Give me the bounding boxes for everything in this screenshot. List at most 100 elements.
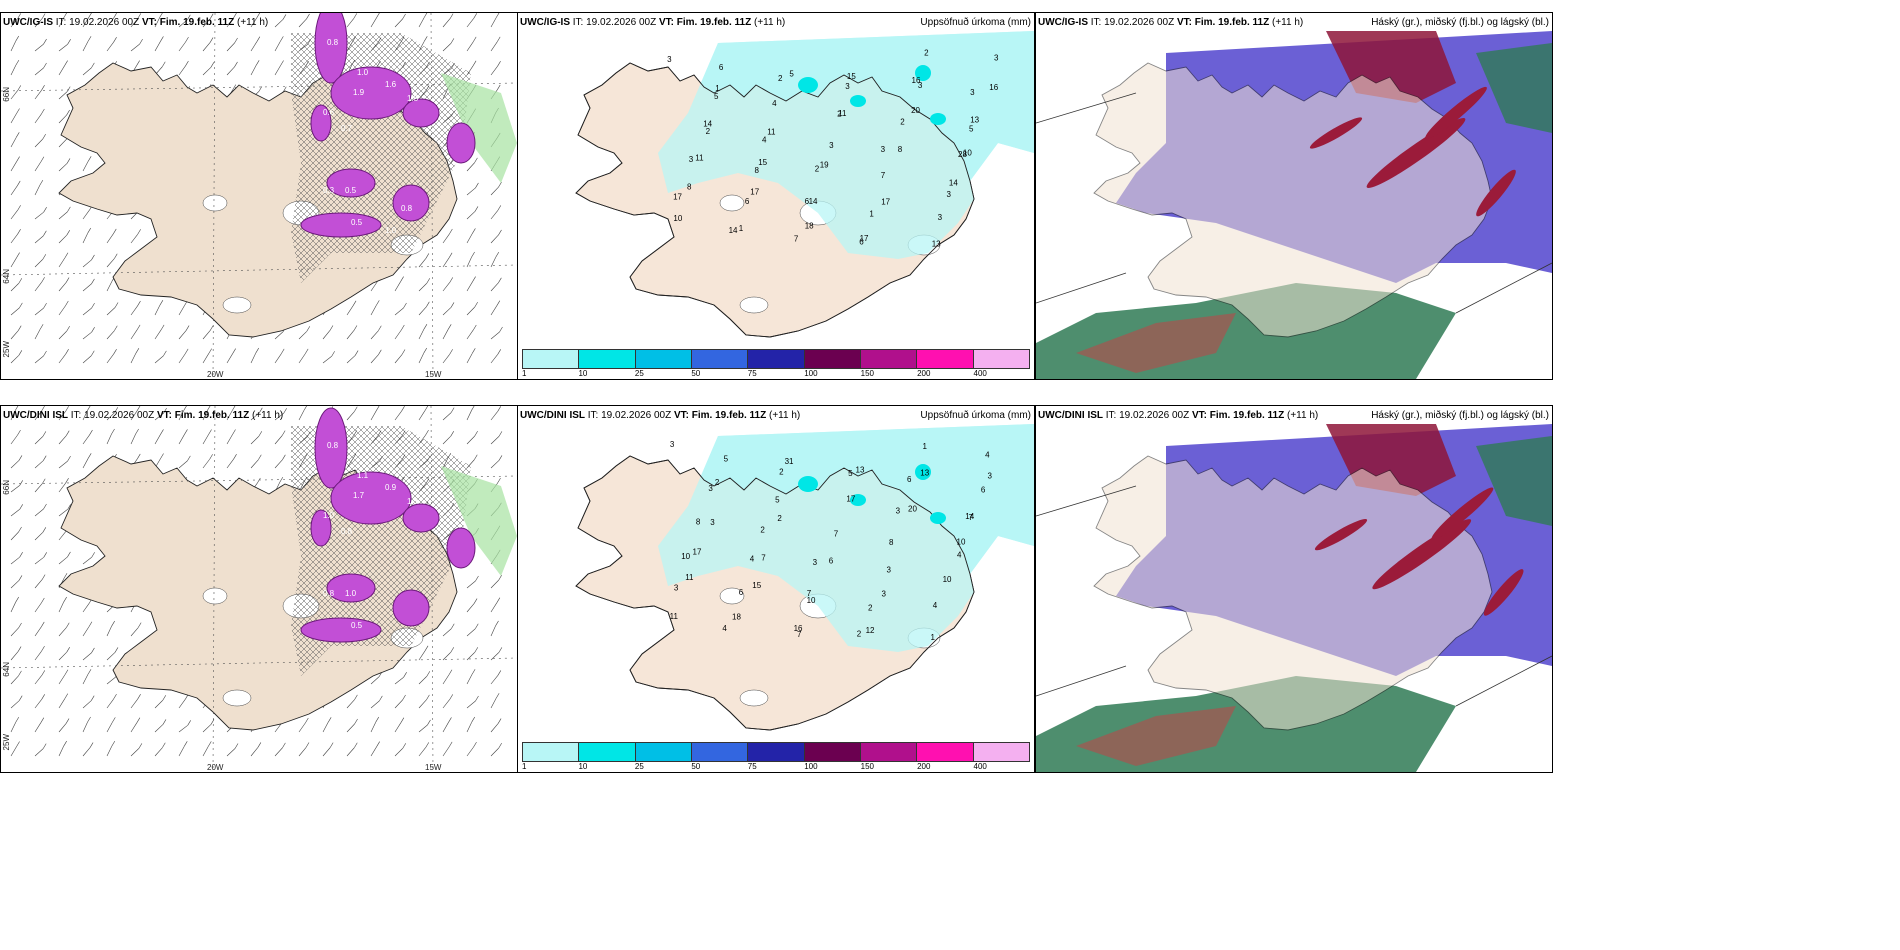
panel-variable-title: Uppsöfnuð úrkoma (mm) (920, 17, 1031, 28)
precip-value-label: 17 (881, 197, 890, 206)
panel-title: UWC/IG-IS IT: 19.02.2026 00Z VT: Fim. 19… (1038, 17, 1303, 28)
precip-value-label: 3 (887, 565, 892, 574)
wind-value-label: 0.8 (401, 204, 413, 213)
colorbar-tick-label: 400 (973, 762, 987, 771)
colorbar-tick-label: 1 (522, 762, 527, 771)
axis-label-lon15: 15W (425, 370, 442, 379)
precip-cell-medium (798, 476, 818, 492)
precip-value-label: 2 (778, 74, 783, 83)
precip-colorbar (522, 349, 1030, 369)
precip-value-label: 14 (965, 512, 974, 521)
vt-value: Fim. 19.feb. 11Z (1194, 17, 1270, 28)
lead-time: (+11 h) (252, 410, 284, 421)
precip-cell-medium (915, 65, 931, 81)
projection-line (1455, 655, 1552, 707)
high-cloud-streak (1372, 519, 1472, 590)
precip-map: 3111191713161415141716131117181520108151… (575, 31, 1034, 338)
colorbar-labels: 1 10 25 50 75 100 150 200 400 (522, 762, 1030, 772)
precip-value-label: 2 (924, 48, 929, 57)
high-cloud-streak (1431, 487, 1494, 540)
it-value: 19.02.2026 00Z (601, 410, 672, 421)
lead-time: (+11 h) (1272, 17, 1304, 28)
precip-value-label: 13 (920, 469, 929, 478)
wind-value-label: 0.5 (345, 186, 357, 195)
high-cloud-streak (1483, 569, 1524, 616)
precip-value-label: 11 (685, 573, 694, 582)
precip-shading-overlay (658, 424, 1034, 652)
precip-value-label: 17 (693, 547, 702, 556)
precip-value-label: 2 (857, 629, 862, 638)
colorbar-segment (579, 350, 636, 368)
precip-value-label: 6 (805, 197, 810, 206)
model-name: UWC/IG-IS (520, 17, 570, 28)
precip-value-label: 5 (714, 92, 719, 101)
wind-value-label: 0.8 (323, 589, 335, 598)
axis-label-lon25: 25W (2, 734, 11, 751)
lead-time: (+11 h) (1287, 410, 1319, 421)
precip-value-label: 4 (762, 135, 767, 144)
axis-label-lat64: 64N (2, 662, 11, 677)
model-name: UWC/DINI ISL (3, 410, 68, 421)
precip-value-label: 6 (907, 475, 912, 484)
wind-value-label: 1.6 (385, 80, 397, 89)
precip-value-label: 12 (866, 626, 875, 635)
wind-value-label: 0.8 (327, 38, 339, 47)
colorbar-segment (635, 350, 692, 368)
longitude-line (212, 406, 216, 772)
panel-variable-title: Háský (gr.), miðský (fj.bl.) og lágský (… (1371, 17, 1549, 28)
glacier-outline (222, 296, 252, 314)
precip-value-label: 8 (687, 183, 692, 192)
wind-value-label: 0.8 (341, 527, 353, 536)
precip-value-label: 3 (829, 141, 834, 150)
precip-cell-medium (850, 95, 866, 107)
colorbar-segment (748, 350, 805, 368)
panel-title: UWC/DINI ISL IT: 19.02.2026 00Z VT: Fim.… (1038, 410, 1318, 421)
axis-label-lat66: 66N (2, 87, 11, 102)
precip-value-label: 15 (758, 158, 767, 167)
wind-value-label: 1.0 (385, 226, 397, 235)
precip-value-label: 20 (911, 106, 920, 115)
colorbar-tick-label: 200 (917, 369, 931, 378)
colorbar-segment (804, 743, 861, 761)
wind-value-label: 1.7 (353, 491, 365, 500)
precip-value-label: 31 (785, 457, 794, 466)
it-label: IT: (55, 17, 67, 28)
colorbar-tick-label: 150 (860, 762, 874, 771)
precip-value-label: 6 (719, 63, 724, 72)
precip-value-label: 3 (674, 584, 679, 593)
axis-label-lon20: 20W (207, 370, 224, 379)
precip-value-label: 16 (989, 83, 998, 92)
colorbar-tick-label: 50 (691, 762, 701, 771)
vt-value: Fim. 19.feb. 11Z (676, 17, 752, 28)
precip-value-label: 14 (809, 197, 818, 206)
precip-value-label: 11 (838, 109, 847, 118)
precip-value-label: 14 (729, 226, 738, 235)
colorbar-segment (579, 743, 636, 761)
vt-value: Fim. 19.feb. 11Z (691, 410, 767, 421)
precip-value-label: 15 (847, 72, 856, 81)
axis-label-lon25: 25W (2, 341, 11, 358)
precip-value-label: 5 (775, 495, 780, 504)
colorbar-tick-label: 100 (804, 369, 818, 378)
precip-value-label: 10 (673, 214, 682, 223)
wind-value-label: 0.5 (351, 218, 363, 227)
precip-value-label: 2 (706, 127, 711, 136)
vt-label: VT: (141, 17, 157, 28)
precip-value-label: 8 (898, 145, 903, 154)
vt-label: VT: (673, 410, 689, 421)
precip-value-label: 2 (760, 526, 765, 535)
precip-colorbar (522, 742, 1030, 762)
iceland-coastline (1093, 455, 1493, 731)
precip-value-label: 3 (994, 53, 999, 62)
it-label: IT: (1090, 17, 1102, 28)
colorbar-segment (860, 743, 918, 761)
panel-title: UWC/DINI ISL IT: 19.02.2026 00Z VT: Fim.… (520, 410, 800, 421)
model-name: UWC/IG-IS (3, 17, 53, 28)
vt-label: VT: (1191, 410, 1207, 421)
precip-value-label: 3 (708, 484, 713, 493)
cloud-map (1036, 31, 1552, 379)
precip-value-label: 7 (807, 589, 812, 598)
precip-value-label: 13 (932, 239, 941, 248)
wind-value-label: 0.7 (341, 124, 353, 133)
it-value: 19.02.2026 00Z (1119, 410, 1190, 421)
